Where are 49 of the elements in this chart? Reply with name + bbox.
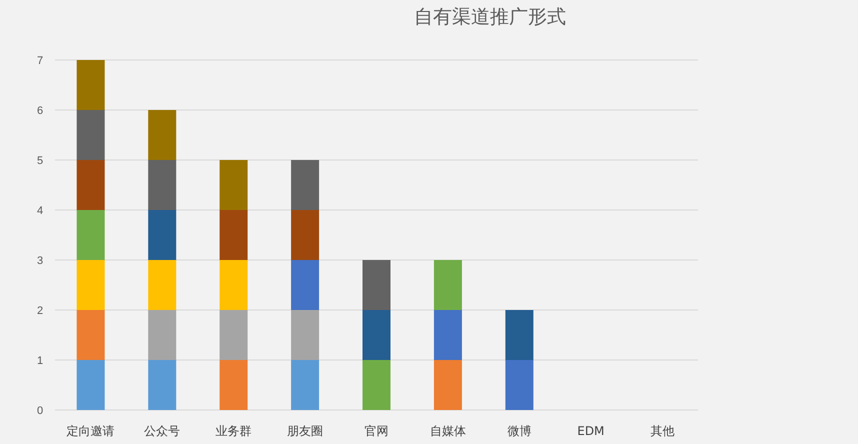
- bar: [76, 110, 105, 160]
- x-tick-label: 其他: [650, 424, 674, 438]
- bar: [220, 360, 248, 410]
- bar: [76, 160, 105, 210]
- bar: [434, 360, 462, 410]
- x-tick-label: 公众号: [144, 424, 180, 438]
- y-tick-label: 6: [36, 105, 44, 117]
- x-tick-label: EDM: [577, 424, 604, 438]
- bar: [148, 160, 176, 210]
- bar: [362, 310, 390, 360]
- x-tick-label: 微博: [507, 424, 532, 438]
- bar: [291, 360, 320, 410]
- bar: [148, 260, 176, 310]
- x-tick-label: 官网: [364, 424, 388, 438]
- bar: [76, 360, 105, 410]
- bar: [291, 210, 320, 260]
- y-tick-label: 4: [36, 205, 44, 217]
- bar: [291, 260, 320, 310]
- x-tick-label: 定向邀请: [66, 424, 115, 438]
- bar: [362, 360, 390, 410]
- x-tick-label: 业务群: [216, 424, 252, 438]
- bar: [76, 210, 105, 260]
- bar: [148, 360, 176, 410]
- bar: [220, 210, 248, 260]
- y-tick-label: 2: [36, 305, 44, 317]
- bar: [220, 160, 248, 210]
- bar: [220, 310, 248, 360]
- x-tick-label: 自媒体: [430, 424, 466, 438]
- bar: [148, 310, 176, 360]
- bar: [291, 310, 320, 360]
- chart-title: 自有渠道推广形式: [414, 6, 566, 28]
- bar: [434, 310, 462, 360]
- x-tick-label: 朋友圈: [287, 424, 324, 438]
- bar: [148, 210, 176, 260]
- bar: [505, 310, 534, 360]
- y-tick-label: 3: [36, 255, 44, 267]
- y-tick-label: 0: [36, 405, 44, 417]
- bar: [148, 110, 176, 160]
- y-tick-label: 7: [36, 55, 44, 67]
- bar: [76, 260, 105, 310]
- bar: [76, 310, 105, 360]
- y-tick-label: 1: [36, 355, 44, 367]
- y-tick-label: 5: [36, 155, 44, 167]
- bar: [434, 260, 462, 310]
- bar: [362, 260, 390, 310]
- bar: [505, 360, 534, 410]
- bar: [291, 160, 320, 210]
- bar: [76, 60, 105, 110]
- bar: [220, 260, 248, 310]
